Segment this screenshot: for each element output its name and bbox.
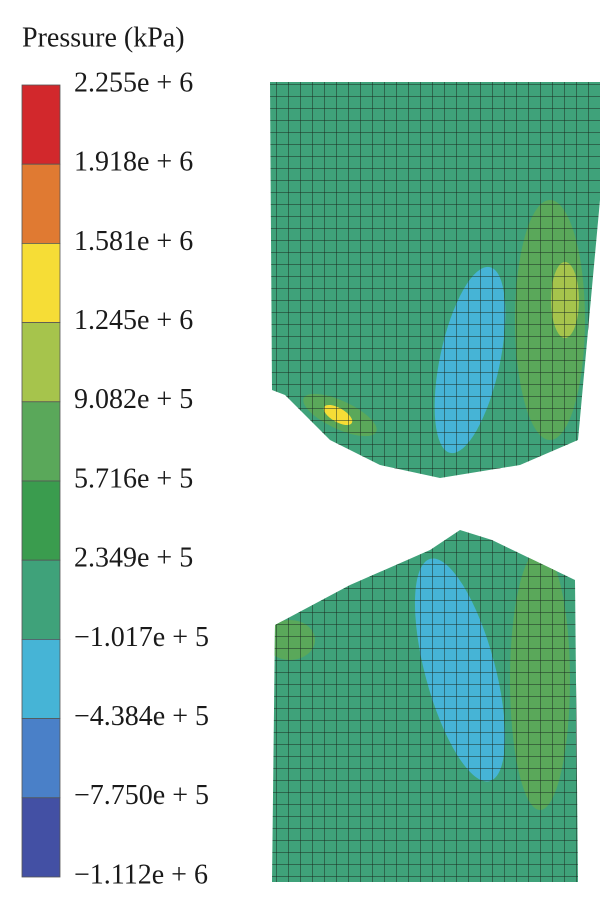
colorbar-segment [21,639,61,720]
colorbar-label: −7.750e + 5 [74,780,209,811]
colorbar-segment [21,797,61,878]
colorbar-label: 9.082e + 5 [74,384,193,415]
colorbar-segment [21,559,61,640]
colorbar-label: −1.112e + 6 [74,859,208,890]
mesh-lower [272,530,578,882]
colorbar-segment [21,163,61,244]
colorbar-segment [21,480,61,561]
colorbar-label: 1.918e + 6 [74,147,193,178]
colorbar-label: 1.245e + 6 [74,305,193,336]
colorbar-label: 1.581e + 6 [74,226,193,257]
colorbar-segment [21,718,61,799]
colorbar-label: 5.716e + 5 [74,463,193,494]
colorbar [21,84,61,878]
legend-title: Pressure (kPa) [22,22,185,53]
colorbar-segment [21,401,61,482]
colorbar-label: 2.255e + 6 [74,67,193,98]
colorbar-segment [21,242,61,323]
mesh-upper [270,82,600,478]
colorbar-label: −4.384e + 5 [74,701,209,732]
colorbar-label: −1.017e + 5 [74,622,209,653]
colorbar-segment [21,84,61,165]
colorbar-segment [21,322,61,403]
colorbar-label: 2.349e + 5 [74,543,193,574]
